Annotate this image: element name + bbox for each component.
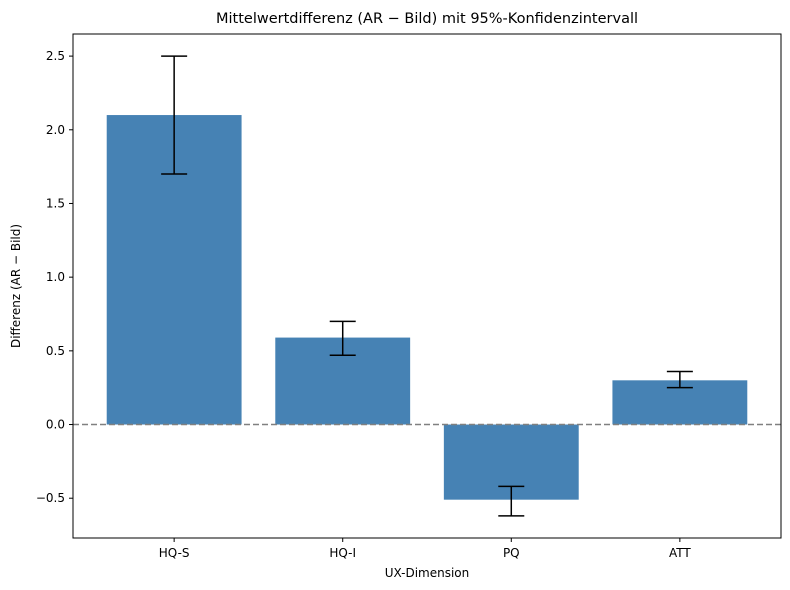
error-bar-hq-i xyxy=(329,320,356,357)
plot-frame xyxy=(72,33,782,539)
y-tick-label: 0.5 xyxy=(46,344,65,358)
chart-title: Mittelwertdifferenz (AR − Bild) mit 95%-… xyxy=(216,11,638,27)
error-bar-pq xyxy=(498,485,525,517)
plot-area xyxy=(73,55,781,517)
y-tick-label: 2.5 xyxy=(46,49,65,63)
y-tick-label: 0.0 xyxy=(46,418,65,432)
y-axis-label: Differenz (AR − Bild) xyxy=(9,224,23,348)
y-tick-label: 1.5 xyxy=(46,196,65,210)
y-tick-label: 2.0 xyxy=(46,123,65,137)
x-axis-label: UX-Dimension xyxy=(385,566,470,580)
x-tick-label: PQ xyxy=(503,546,520,560)
x-tick-label: ATT xyxy=(669,546,691,560)
error-bar-hq-s xyxy=(161,55,188,175)
error-bar-att xyxy=(666,370,693,389)
y-tick-label: 1.0 xyxy=(46,270,65,284)
x-tick-label: HQ-S xyxy=(159,546,190,560)
x-tick-label: HQ-I xyxy=(329,546,356,560)
y-tick-label: −0.5 xyxy=(36,491,65,505)
